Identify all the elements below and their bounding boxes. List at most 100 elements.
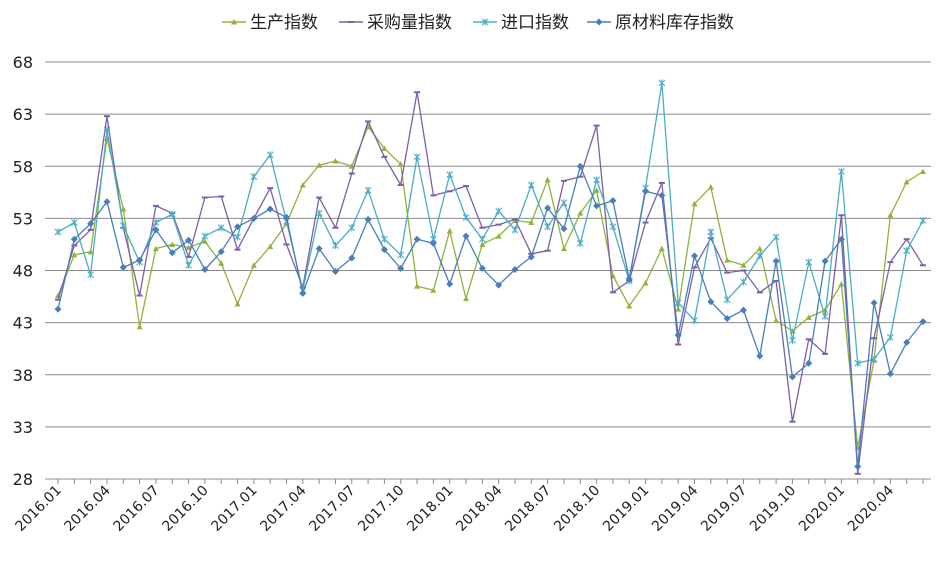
triangle-marker bbox=[560, 245, 567, 252]
star-marker bbox=[185, 261, 192, 269]
x-tick-label: 2019.07 bbox=[698, 483, 750, 535]
star-marker bbox=[348, 224, 356, 232]
star-marker bbox=[381, 235, 388, 243]
star-marker bbox=[593, 176, 600, 184]
triangle-marker bbox=[479, 241, 486, 247]
series-3 bbox=[54, 79, 927, 367]
star-marker bbox=[919, 216, 927, 224]
star-marker bbox=[495, 207, 503, 215]
star-marker bbox=[364, 186, 372, 194]
diamond-marker bbox=[837, 235, 845, 243]
diamond-marker bbox=[136, 256, 144, 264]
legend-item-4: 原材料库存指数 bbox=[587, 13, 734, 33]
x-tick-label: 2019.04 bbox=[649, 482, 701, 534]
star-marker bbox=[789, 336, 796, 344]
x-tick-label: 2017.10 bbox=[355, 483, 407, 535]
legend-item-3: 进口指数 bbox=[473, 13, 569, 33]
diamond-marker bbox=[429, 239, 437, 247]
triangle-marker bbox=[446, 227, 453, 234]
triangle-marker bbox=[691, 200, 698, 207]
diamond-marker bbox=[805, 359, 813, 367]
series-group bbox=[54, 79, 927, 475]
triangle-marker bbox=[626, 302, 633, 309]
star-marker bbox=[723, 296, 731, 304]
star-marker bbox=[54, 228, 62, 236]
star-marker bbox=[805, 258, 813, 266]
triangle-marker bbox=[756, 245, 763, 252]
diamond-marker bbox=[185, 236, 193, 244]
triangle-marker bbox=[773, 317, 780, 324]
triangle-marker bbox=[593, 187, 600, 193]
diamond-marker bbox=[168, 249, 176, 257]
star-marker bbox=[217, 224, 225, 232]
star-marker bbox=[481, 18, 489, 26]
diamond-marker bbox=[691, 252, 699, 260]
y-tick-label: 53 bbox=[13, 209, 33, 228]
triangle-marker bbox=[724, 257, 731, 263]
triangle-marker bbox=[528, 219, 535, 226]
star-marker bbox=[315, 209, 323, 217]
star-marker bbox=[152, 219, 160, 227]
series-2 bbox=[55, 91, 926, 475]
series-4 bbox=[54, 162, 927, 470]
diamond-marker bbox=[380, 246, 388, 254]
star-marker bbox=[821, 312, 829, 320]
series-line bbox=[57, 165, 924, 468]
star-marker bbox=[560, 199, 568, 207]
triangle-marker bbox=[838, 281, 845, 287]
diamond-marker bbox=[217, 248, 225, 256]
star-marker bbox=[740, 278, 747, 286]
diamond-marker bbox=[103, 198, 111, 206]
star-marker bbox=[397, 251, 405, 259]
diamond-marker bbox=[87, 220, 95, 228]
diamond-marker bbox=[234, 223, 242, 231]
triangle-marker bbox=[414, 283, 421, 289]
star-marker bbox=[168, 210, 176, 218]
diamond-marker bbox=[266, 205, 274, 213]
legend: 生产指数 采购量指数 进口指数 原材料库存指数 bbox=[222, 13, 734, 33]
diamond-marker bbox=[576, 162, 584, 170]
x-tick-label: 2020.01 bbox=[796, 483, 848, 535]
diamond-marker bbox=[739, 306, 747, 314]
diamond-marker bbox=[315, 245, 323, 253]
legend-label: 生产指数 bbox=[250, 13, 318, 33]
star-marker bbox=[674, 299, 682, 307]
triangle-marker bbox=[332, 158, 339, 164]
legend-label: 进口指数 bbox=[501, 13, 569, 33]
diamond-marker bbox=[903, 338, 911, 346]
star-marker bbox=[544, 223, 552, 231]
diamond-marker bbox=[495, 281, 503, 289]
y-tick-label: 63 bbox=[13, 105, 33, 124]
triangle-marker bbox=[87, 248, 94, 255]
x-tick-label: 2019.10 bbox=[747, 483, 799, 535]
diamond-marker bbox=[299, 289, 307, 297]
diamond-marker bbox=[282, 213, 290, 221]
triangle-marker bbox=[152, 245, 159, 252]
triangle-marker bbox=[316, 162, 323, 168]
gridlines bbox=[45, 61, 931, 480]
star-marker bbox=[854, 359, 862, 367]
x-tick-label: 2016.10 bbox=[159, 483, 211, 535]
x-tick-label: 2018.01 bbox=[404, 483, 456, 535]
star-marker bbox=[658, 79, 666, 87]
triangle-marker bbox=[707, 184, 714, 190]
x-tick-label: 2016.01 bbox=[13, 483, 65, 535]
triangle-marker bbox=[218, 260, 225, 266]
star-marker bbox=[691, 317, 698, 325]
star-marker bbox=[462, 213, 470, 221]
star-marker bbox=[266, 151, 274, 159]
diamond-marker bbox=[478, 264, 486, 272]
star-marker bbox=[103, 126, 111, 134]
star-marker bbox=[707, 228, 715, 236]
triangle-marker bbox=[577, 210, 584, 216]
legend-label: 原材料库存指数 bbox=[615, 13, 734, 33]
triangle-marker bbox=[920, 168, 926, 174]
triangle-marker bbox=[169, 241, 176, 247]
x-tick-label: 2017.04 bbox=[257, 482, 309, 534]
triangle-marker bbox=[250, 262, 257, 268]
y-tick-label: 58 bbox=[13, 157, 33, 176]
triangle-marker bbox=[430, 287, 437, 293]
star-marker bbox=[870, 355, 878, 363]
diamond-marker bbox=[462, 232, 470, 240]
